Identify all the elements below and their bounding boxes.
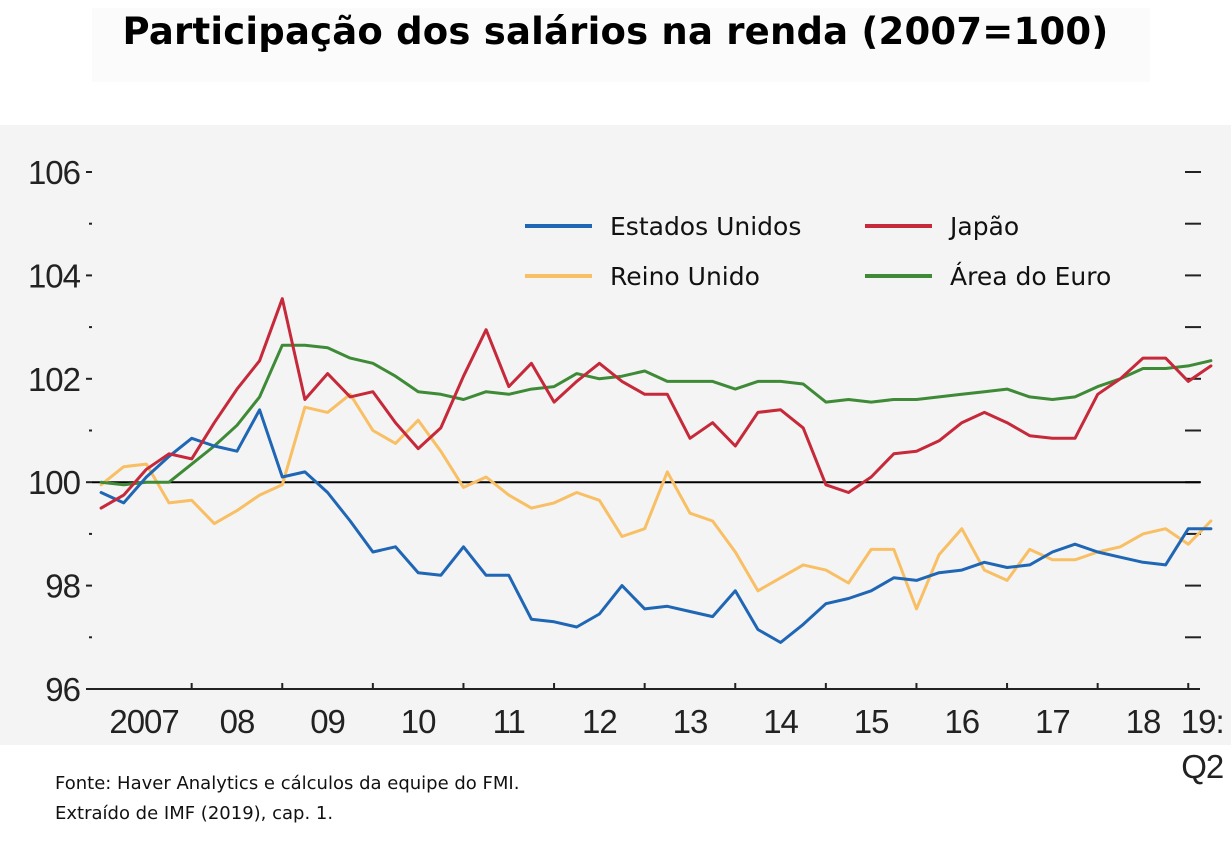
y-tick-label: 96 [45,671,80,708]
x-tick-label: 2007 [109,703,178,740]
legend: Estados Unidos Japão Reino Unido Área do Eu… [525,212,1111,291]
series-line-estados-unidos [99,408,1213,644]
x-tick-label-2: Q2 [1181,748,1223,785]
series-line-japao [99,297,1213,510]
x-tick-label: 09 [310,703,345,740]
x-tick-label: 13 [673,703,708,740]
x-tick-label: 12 [582,703,617,740]
chart-title: Participação dos salários na renda (2007… [122,10,1109,53]
x-tick-label: 08 [220,703,255,740]
y-tick-label: 106 [28,154,80,191]
x-tick-label: 11 [493,703,525,740]
x-tick-label: 18 [1126,703,1161,740]
source-extract-note: Extraído de IMF (2019), cap. 1. [55,803,334,824]
x-tick-label: 16 [944,703,979,740]
legend-label-estados-unidos: Estados Unidos [610,212,801,241]
y-tick-label: 100 [28,464,81,501]
x-tick-label: 19: [1181,703,1224,740]
series-line-reino-unido [99,392,1213,611]
y-tick-label: 104 [28,257,81,294]
x-tick-label: 10 [401,703,436,740]
y-tick-label: 102 [28,361,80,398]
title-background [92,8,1150,82]
legend-label-reino-unido: Reino Unido [610,262,760,291]
legend-label-japao: Japão [948,212,1019,241]
y-tick-label: 98 [45,568,80,605]
x-tick-label: 15 [854,703,889,740]
x-tick-label: 17 [1035,703,1070,740]
source-note: Fonte: Haver Analytics e cálculos da equ… [55,773,520,794]
series-line-area-do-euro [99,343,1213,487]
axes: 96 98 100 102 104 106 2007 08 09 10 11 12 13 14 15 16 17… [28,154,1225,785]
legend-label-area-do-euro: Área do Euro [950,262,1111,291]
x-tick-label: 14 [763,703,798,740]
series-lines [99,297,1213,644]
